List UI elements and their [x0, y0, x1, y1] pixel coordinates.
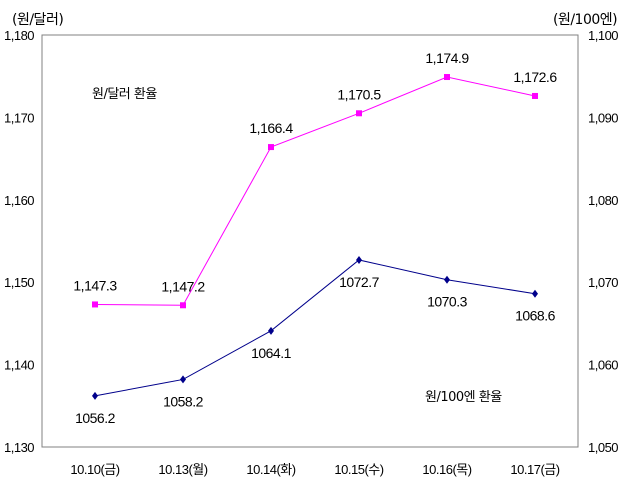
x-axis-ticks: 10.10(금) 10.13(월) 10.14(화) 10.15(수) 10.16(목)… — [70, 462, 560, 477]
right-tick-label: 1,050 — [588, 440, 618, 455]
right-tick-label: 1,090 — [588, 110, 618, 125]
data-label: 1,170.5 — [337, 86, 381, 102]
right-tick-label: 1,060 — [588, 358, 618, 373]
series-layer: 1,147.3 1,147.2 1,166.4 1,170.5 1,174.9 1,172… — [73, 50, 557, 426]
data-label: 1056.2 — [75, 410, 116, 426]
x-tick-label: 10.17(금) — [510, 462, 559, 477]
data-label: 1064.1 — [251, 345, 292, 361]
data-point-marker — [532, 289, 538, 298]
data-point-marker — [444, 74, 450, 81]
data-label: 1058.2 — [163, 393, 204, 409]
x-tick-label: 10.15(수) — [334, 462, 383, 477]
series-line — [94, 76, 536, 306]
left-axis-unit: (원/달러) — [12, 12, 63, 28]
data-point-marker — [444, 275, 450, 284]
data-point-marker — [180, 302, 186, 309]
x-tick-label: 10.10(금) — [70, 462, 119, 477]
left-axis-ticks: 1,130 1,140 1,150 1,160 1,170 1,180 — [4, 28, 35, 455]
x-tick-label: 10.16(목) — [422, 462, 471, 477]
data-label: 1068.6 — [515, 308, 556, 324]
data-label: 1,147.3 — [73, 277, 117, 293]
left-tick-label: 1,170 — [4, 110, 34, 125]
data-point-marker — [268, 144, 274, 151]
data-label: 1,174.9 — [425, 50, 469, 66]
right-axis-ticks: 1,050 1,060 1,070 1,080 1,090 1,100 — [588, 28, 619, 455]
data-point-marker — [92, 391, 98, 400]
left-tick-label: 1,130 — [4, 440, 34, 455]
right-tick-label: 1,070 — [588, 275, 618, 290]
series-label-usd: 원/달러 환율 — [92, 87, 157, 102]
data-point-marker — [92, 301, 98, 308]
series-label-jpy: 원/100엔 환율 — [425, 390, 502, 405]
data-point-marker — [356, 110, 362, 117]
data-point-marker — [532, 92, 538, 99]
data-label: 1070.3 — [427, 294, 468, 310]
data-point-marker — [268, 326, 274, 335]
left-tick-label: 1,180 — [4, 28, 34, 43]
data-label: 1072.7 — [339, 274, 380, 290]
left-tick-label: 1,160 — [4, 193, 34, 208]
data-label: 1,172.6 — [513, 69, 557, 85]
left-tick-label: 1,150 — [4, 275, 34, 290]
right-tick-label: 1,100 — [588, 28, 618, 43]
right-axis-unit: (원/100엔) — [553, 12, 617, 28]
plot-area — [41, 34, 579, 448]
left-tick-label: 1,140 — [4, 358, 34, 373]
series-line — [94, 259, 536, 397]
data-label: 1,166.4 — [249, 120, 293, 136]
data-point-marker — [180, 375, 186, 384]
right-tick-label: 1,080 — [588, 193, 618, 208]
data-point-marker — [356, 255, 362, 264]
x-tick-label: 10.13(월) — [158, 462, 207, 477]
data-label: 1,147.2 — [161, 278, 205, 294]
x-tick-label: 10.14(화) — [246, 462, 295, 477]
